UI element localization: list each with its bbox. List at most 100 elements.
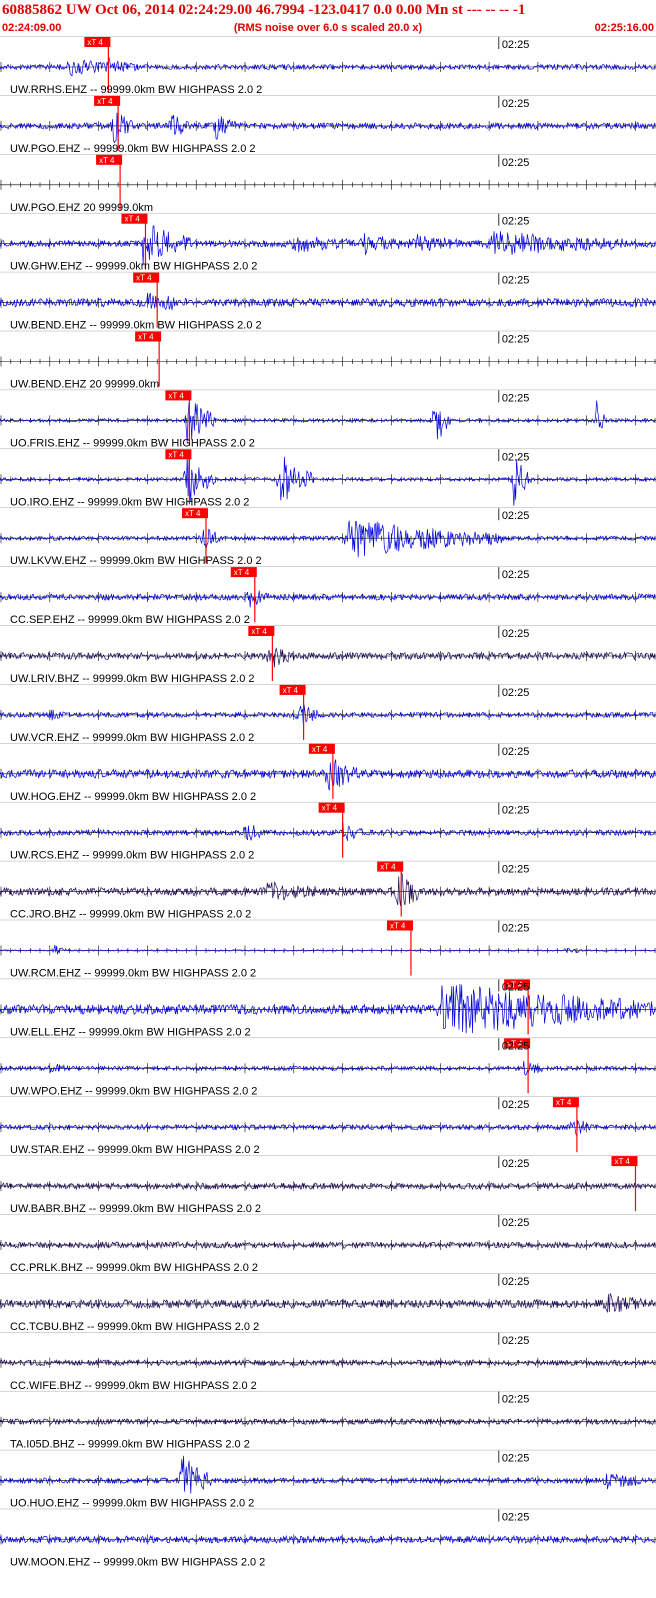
minute-label-23: 02:25 bbox=[502, 1394, 530, 1406]
station-label-6: UO.FRIS.EHZ -- 99999.0km BW HIGHPASS 2.0… bbox=[10, 437, 255, 449]
station-label-3: UW.GHW.EHZ -- 99999.0km BW HIGHPASS 2.0 … bbox=[10, 261, 257, 273]
pick-flag-15 bbox=[386, 920, 413, 931]
trace-layer bbox=[0, 57, 656, 1545]
pick-flag-12 bbox=[308, 743, 335, 754]
waveform-8 bbox=[0, 520, 656, 558]
minute-label-3: 02:25 bbox=[502, 216, 530, 228]
station-label-9: CC.SEP.EHZ -- 99999.0km BW HIGHPASS 2.0 … bbox=[10, 614, 250, 626]
station-label-14: CC.JRO.BHZ -- 99999.0km BW HIGHPASS 2.0 … bbox=[10, 909, 251, 921]
pick-label-8: xT 4 bbox=[185, 509, 201, 518]
station-label-13: UW.RCS.EHZ -- 99999.0km BW HIGHPASS 2.0 … bbox=[10, 850, 254, 862]
station-label-18: UW.STAR.EHZ -- 99999.0km BW HIGHPASS 2.0… bbox=[10, 1144, 260, 1156]
station-label-22: CC.WIFE.BHZ -- 99999.0km BW HIGHPASS 2.0… bbox=[10, 1380, 257, 1392]
waveform-0 bbox=[0, 57, 656, 77]
minute-label-4: 02:25 bbox=[502, 275, 530, 287]
minute-label-6: 02:25 bbox=[502, 392, 530, 404]
pick-label-15: xT 4 bbox=[390, 922, 406, 931]
pick-flag-4 bbox=[133, 272, 160, 283]
pick-flag-10 bbox=[248, 626, 275, 636]
waveform-10 bbox=[0, 647, 656, 668]
pick-label-12: xT 4 bbox=[312, 745, 328, 754]
waveform-12 bbox=[0, 759, 656, 791]
pick-label-1: xT 4 bbox=[97, 97, 113, 106]
pick-label-6: xT 4 bbox=[168, 391, 184, 400]
waveform-17 bbox=[0, 1060, 656, 1076]
minute-label-5: 02:25 bbox=[502, 334, 530, 346]
minute-label-9: 02:25 bbox=[502, 569, 530, 581]
pick-flag-13 bbox=[318, 802, 345, 813]
label-layer: 02:25 UW.RRHS.EHZ -- 99999.0km BW HIGHPAS… bbox=[10, 39, 529, 1569]
minute-label-25: 02:25 bbox=[502, 1512, 530, 1524]
waveform-7 bbox=[0, 455, 656, 506]
station-label-10: UW.LRIV.BHZ -- 99999.0km BW HIGHPASS 2.0… bbox=[10, 673, 255, 685]
trace-ticks-2 bbox=[0, 179, 656, 190]
waveform-11 bbox=[0, 704, 656, 726]
minute-label-12: 02:25 bbox=[502, 746, 530, 758]
station-label-4: UW.BEND.EHZ -- 99999.0km BW HIGHPASS 2.0… bbox=[10, 320, 262, 332]
pick-flag-1 bbox=[94, 95, 121, 106]
pick-label-11: xT 4 bbox=[283, 686, 299, 695]
waveform-24 bbox=[0, 1455, 656, 1494]
waveform-4 bbox=[0, 292, 656, 311]
pick-flag-7 bbox=[165, 449, 192, 460]
window-end-time: 02:25:16.00 bbox=[594, 22, 654, 34]
pick-flag-16 bbox=[504, 979, 531, 990]
pick-flag-19 bbox=[611, 1156, 638, 1167]
minute-label-22: 02:25 bbox=[502, 1335, 530, 1347]
minute-label-10: 02:25 bbox=[502, 628, 530, 640]
station-label-24: UO.HUO.EHZ -- 99999.0km BW HIGHPASS 2.0 … bbox=[10, 1498, 254, 1510]
event-title: 60885862 UW Oct 06, 2014 02:24:29.00 46.… bbox=[2, 2, 526, 18]
pick-label-13: xT 4 bbox=[322, 804, 338, 813]
waveform-23 bbox=[0, 1417, 656, 1426]
minute-label-7: 02:25 bbox=[502, 451, 530, 463]
station-label-15: UW.RCM.EHZ -- 99999.0km BW HIGHPASS 2.0 … bbox=[10, 968, 256, 980]
station-label-20: CC.PRLK.BHZ -- 99999.0km BW HIGHPASS 2.0… bbox=[10, 1262, 258, 1274]
pick-flag-0 bbox=[84, 37, 111, 47]
seismogram-plot: xT 4 xT 4 xT 4 xT 4 xT 4 xT 4 xT 4 xT 4 xT 4 xT 4… bbox=[0, 36, 656, 1569]
waveform-21 bbox=[0, 1293, 656, 1313]
waveform-13 bbox=[0, 822, 656, 841]
waveform-18 bbox=[0, 1119, 656, 1138]
station-label-12: UW.HOG.EHZ -- 99999.0km BW HIGHPASS 2.0 … bbox=[10, 791, 256, 803]
minute-label-1: 02:25 bbox=[502, 98, 530, 110]
pick-label-18: xT 4 bbox=[556, 1098, 572, 1107]
station-label-19: UW.BABR.BHZ -- 99999.0km BW HIGHPASS 2.0… bbox=[10, 1203, 261, 1215]
waveform-25 bbox=[0, 1534, 656, 1545]
minute-label-16: 02:25 bbox=[502, 981, 530, 993]
waveform-6 bbox=[0, 400, 656, 443]
pick-label-16: xT 4 bbox=[507, 980, 523, 989]
minute-label-11: 02:25 bbox=[502, 687, 530, 699]
minute-label-24: 02:25 bbox=[502, 1453, 530, 1465]
pick-flag-9 bbox=[230, 567, 257, 578]
minute-label-17: 02:25 bbox=[502, 1040, 530, 1052]
pick-layer: xT 4 xT 4 xT 4 xT 4 xT 4 xT 4 xT 4 xT 4 xT 4 xT 4… bbox=[84, 37, 638, 1212]
minute-label-0: 02:25 bbox=[502, 39, 530, 51]
pick-label-4: xT 4 bbox=[136, 274, 152, 283]
waveform-22 bbox=[0, 1358, 656, 1367]
station-label-21: CC.TCBU.BHZ -- 99999.0km BW HIGHPASS 2.0… bbox=[10, 1321, 259, 1333]
waveform-20 bbox=[0, 1240, 656, 1250]
minute-label-13: 02:25 bbox=[502, 805, 530, 817]
minute-label-18: 02:25 bbox=[502, 1099, 530, 1111]
minute-label-19: 02:25 bbox=[502, 1158, 530, 1170]
pick-flag-3 bbox=[121, 213, 148, 224]
waveform-15 bbox=[0, 944, 656, 955]
station-label-11: UW.VCR.EHZ -- 99999.0km BW HIGHPASS 2.0 … bbox=[10, 732, 254, 744]
pick-label-9: xT 4 bbox=[234, 568, 250, 577]
station-label-8: UW.LKVW.EHZ -- 99999.0km BW HIGHPASS 2.0… bbox=[10, 555, 262, 567]
minute-label-14: 02:25 bbox=[502, 864, 530, 876]
station-label-7: UO.IRO.EHZ -- 99999.0km BW HIGHPASS 2.0 … bbox=[10, 496, 249, 508]
station-label-16: UW.ELL.EHZ -- 99999.0km BW HIGHPASS 2.0 … bbox=[10, 1026, 251, 1038]
pick-label-7: xT 4 bbox=[168, 450, 184, 459]
rms-noise-note: (RMS noise over 6.0 s scaled 20.0 x) bbox=[233, 22, 423, 34]
pick-label-14: xT 4 bbox=[380, 863, 396, 872]
station-label-1: UW.PGO.EHZ -- 99999.0km BW HIGHPASS 2.0 … bbox=[10, 143, 256, 155]
minute-label-2: 02:25 bbox=[502, 157, 530, 169]
pick-label-2: xT 4 bbox=[99, 156, 115, 165]
minute-label-21: 02:25 bbox=[502, 1276, 530, 1288]
minute-label-15: 02:25 bbox=[502, 923, 530, 935]
waveform-19 bbox=[0, 1181, 656, 1191]
window-start-time: 02:24:09.00 bbox=[2, 22, 62, 34]
pick-label-19: xT 4 bbox=[614, 1157, 630, 1166]
pick-flag-6 bbox=[165, 390, 192, 401]
